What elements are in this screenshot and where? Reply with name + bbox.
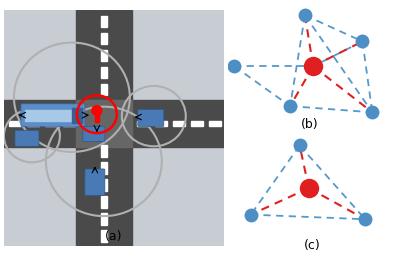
Bar	[27, 121, 39, 127]
FancyBboxPatch shape	[83, 127, 105, 141]
Bar	[101, 67, 107, 78]
Bar	[155, 121, 167, 127]
FancyBboxPatch shape	[85, 169, 105, 195]
Bar	[45, 121, 57, 127]
Bar	[101, 33, 107, 45]
Bar	[4, 100, 224, 147]
Bar	[209, 121, 221, 127]
Circle shape	[92, 106, 102, 115]
Text: (a): (a)	[105, 231, 123, 243]
Bar	[101, 179, 107, 191]
FancyBboxPatch shape	[138, 110, 164, 127]
Bar	[63, 121, 75, 127]
Text: (c): (c)	[303, 238, 320, 252]
FancyBboxPatch shape	[21, 104, 85, 127]
Bar	[101, 84, 107, 95]
Bar	[101, 145, 107, 157]
Bar	[76, 100, 132, 147]
Bar	[101, 213, 107, 225]
Bar	[101, 16, 107, 28]
Bar	[72, 108, 82, 123]
Bar	[101, 50, 107, 61]
Text: (b): (b)	[301, 118, 319, 131]
Bar	[9, 121, 21, 127]
Bar	[76, 10, 132, 246]
Bar	[95, 112, 99, 122]
FancyBboxPatch shape	[15, 130, 39, 146]
Bar	[101, 196, 107, 208]
Bar	[101, 230, 107, 242]
Bar	[173, 121, 185, 127]
Bar	[137, 121, 149, 127]
Bar	[25, 110, 81, 121]
Bar	[191, 121, 203, 127]
Bar	[101, 162, 107, 174]
